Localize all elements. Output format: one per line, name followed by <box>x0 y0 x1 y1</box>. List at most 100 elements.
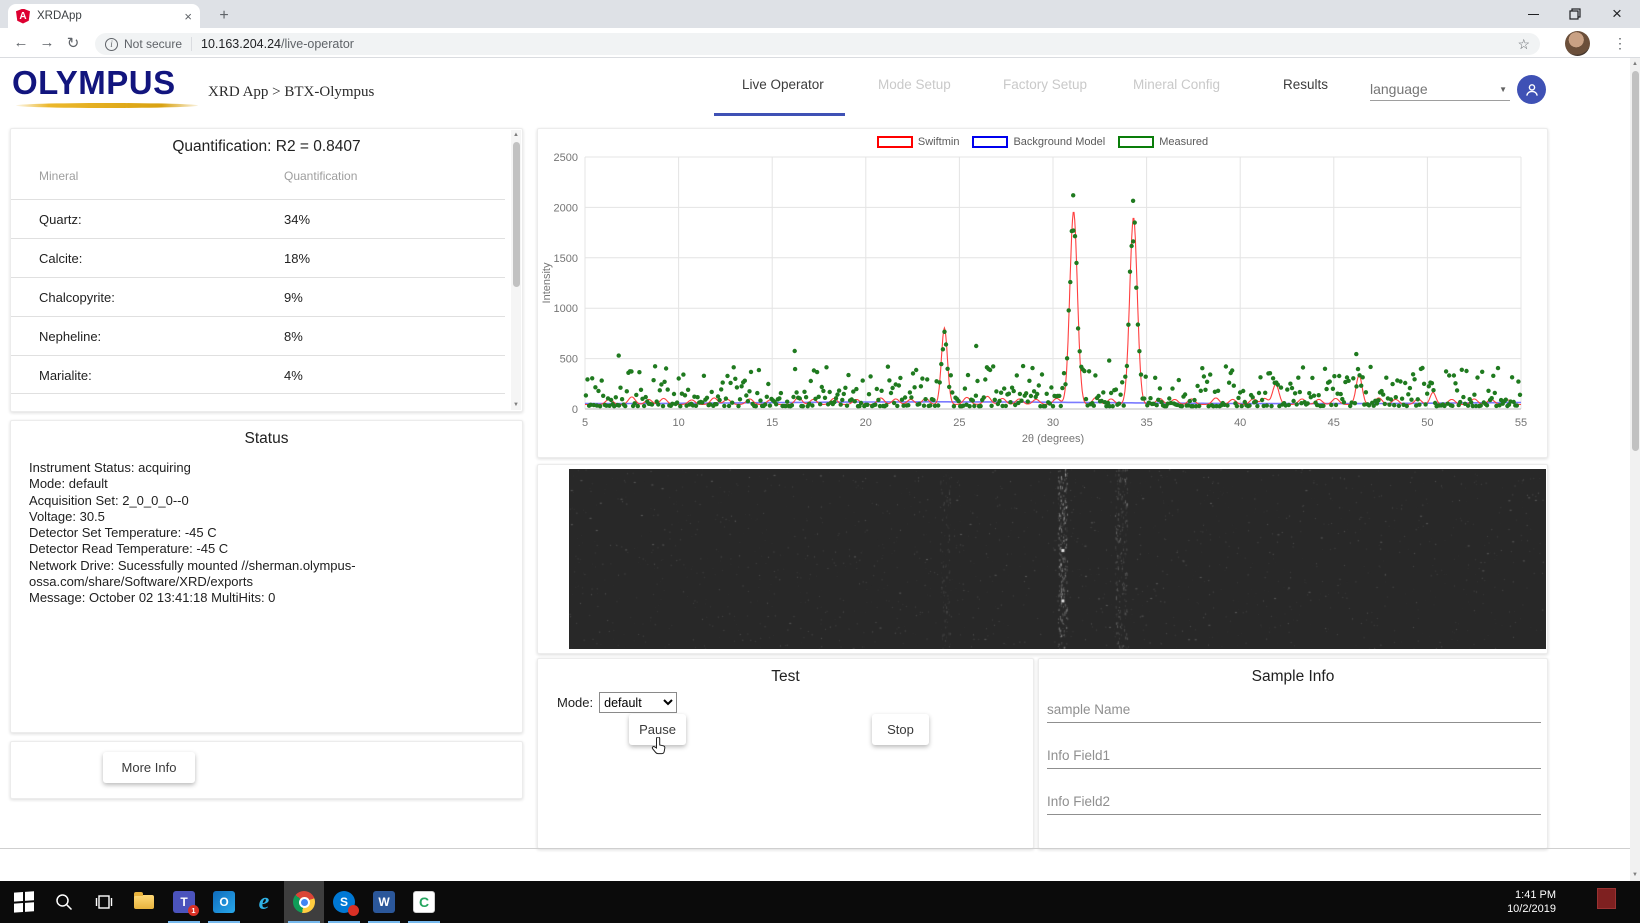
mineral-name: Marialite: <box>39 368 92 383</box>
tab-mineral-config[interactable]: Mineral Config <box>1133 77 1221 92</box>
detector-image <box>569 469 1546 649</box>
window-restore-button[interactable] <box>1568 7 1582 21</box>
table-row: Nepheline: 8% <box>11 316 505 355</box>
status-line: Mode: default <box>29 476 108 492</box>
scrollbar-thumb[interactable] <box>512 142 520 287</box>
mineral-name: Chalcopyrite: <box>39 290 115 305</box>
page-info-icon[interactable]: i <box>105 37 118 51</box>
clock-date: 10/2/2019 <box>1507 903 1556 915</box>
status-lines: Instrument Status: acquiring Mode: defau… <box>11 448 522 607</box>
window-close-button[interactable]: × <box>1612 4 1622 23</box>
measured-swatch <box>1118 136 1155 148</box>
new-tab-button[interactable]: + <box>219 7 229 24</box>
security-label[interactable]: Not secure <box>124 37 183 51</box>
quantification-panel: Quantification: R2 = 0.8407 Mineral Quan… <box>10 128 523 412</box>
user-account-button[interactable] <box>1517 75 1546 104</box>
outlook-button[interactable]: O <box>204 881 244 923</box>
url-path: /live-operator <box>280 37 354 51</box>
start-button[interactable] <box>4 881 44 923</box>
legend-label: Swiftmin <box>917 136 960 148</box>
mineral-value: 9% <box>284 290 303 305</box>
teams-button[interactable]: T 1 <box>164 881 204 923</box>
camtasia-button[interactable]: C <box>404 881 444 923</box>
sample-info-panel: Sample Info <box>1038 658 1548 849</box>
status-line: Voltage: 30.5 <box>29 508 105 524</box>
scroll-down-icon[interactable]: ▼ <box>513 402 519 408</box>
legend-item-swiftmin: Swiftmin <box>876 136 960 148</box>
mode-select[interactable]: default <box>599 692 678 713</box>
open-app-indicator <box>368 920 400 923</box>
taskbar-clock[interactable]: 1:41 PM 10/2/2019 <box>1507 888 1556 916</box>
tab-live-operator[interactable]: Live Operator <box>742 77 824 92</box>
mineral-value: 8% <box>284 329 303 344</box>
skype-button[interactable]: S <box>324 881 364 923</box>
xrd-chart: 5 10 15 20 25 30 35 40 45 50 55 0 500 1000 1500 2000 250… <box>541 152 1527 445</box>
sample-info-title: Sample Info <box>1251 668 1335 685</box>
scroll-up-icon[interactable]: ▲ <box>1632 61 1638 67</box>
scrollbar-thumb[interactable] <box>1631 71 1639 451</box>
quantification-scrollbar[interactable]: ▲ ▼ <box>511 130 521 410</box>
mineral-value: 4% <box>284 368 303 383</box>
reload-icon[interactable]: ↻ <box>66 34 80 52</box>
status-title: Status <box>244 430 289 447</box>
chevron-down-icon: ▼ <box>1499 84 1507 94</box>
open-app-indicator <box>288 920 320 923</box>
info-field1-input[interactable] <box>1047 743 1541 769</box>
open-app-indicator <box>168 920 200 923</box>
browser-profile-avatar[interactable] <box>1565 31 1590 56</box>
info-field2-input[interactable] <box>1047 789 1541 815</box>
back-icon[interactable]: ← <box>13 34 29 51</box>
mineral-name: Nepheline: <box>39 329 102 344</box>
bookmark-star-icon[interactable]: ☆ <box>1517 35 1530 52</box>
table-row: Quartz: 34% <box>11 199 505 238</box>
test-title: Test <box>771 668 800 685</box>
mineral-value: 18% <box>284 251 311 266</box>
svg-text:45: 45 <box>1328 417 1340 429</box>
tab-mode-setup[interactable]: Mode Setup <box>878 77 951 92</box>
url-bar[interactable]: i Not secure 10.163.204.24 /live-operato… <box>95 33 1540 55</box>
sample-name-input[interactable] <box>1047 697 1541 723</box>
status-line: ossa.com/share/Software/XRD/exports <box>29 574 253 590</box>
task-view-button[interactable] <box>84 881 124 923</box>
scroll-up-icon[interactable]: ▲ <box>513 132 519 138</box>
page-scrollbar[interactable]: ▲ ▼ <box>1630 58 1640 881</box>
chrome-button[interactable] <box>284 881 324 923</box>
status-line: Acquisition Set: 2_0_0_0--0 <box>29 492 189 508</box>
tab-results[interactable]: Results <box>1283 77 1329 92</box>
tab-close-icon[interactable]: × <box>184 8 192 24</box>
outlook-icon: O <box>213 891 235 913</box>
active-tab-indicator <box>714 113 845 116</box>
svg-text:10: 10 <box>672 417 684 429</box>
detector-image-panel <box>537 464 1548 654</box>
browser-tabstrip: A XRDApp × + × <box>0 0 1640 28</box>
tab-title: XRDApp <box>37 10 82 22</box>
svg-text:2θ (degrees): 2θ (degrees) <box>1022 433 1084 445</box>
browser-tab[interactable]: A XRDApp × <box>8 4 200 28</box>
svg-text:50: 50 <box>1421 417 1433 429</box>
word-button[interactable]: W <box>364 881 404 923</box>
status-line: Network Drive: Sucessfully mounted //she… <box>29 557 356 573</box>
tray-recorder-icon[interactable] <box>1597 888 1616 909</box>
internet-explorer-button[interactable]: e <box>244 881 284 923</box>
open-app-indicator <box>208 920 240 923</box>
forward-icon[interactable]: → <box>39 34 55 51</box>
svg-text:2000: 2000 <box>554 202 578 214</box>
more-info-button[interactable]: More Info <box>103 752 195 783</box>
language-select[interactable]: language ▼ <box>1370 78 1510 101</box>
swiftmin-swatch <box>876 136 913 148</box>
tab-factory-setup[interactable]: Factory Setup <box>1003 77 1088 92</box>
svg-text:15: 15 <box>766 417 778 429</box>
window-minimize-button[interactable] <box>1526 7 1540 21</box>
browser-menu-icon[interactable]: ⋮ <box>1613 35 1627 51</box>
file-explorer-button[interactable] <box>124 881 164 923</box>
windows-taskbar: T 1 O e S W C 1:41 PM 10/2/2019 <box>0 881 1640 923</box>
taskbar-search-button[interactable] <box>44 881 84 923</box>
skype-icon: S <box>333 891 359 916</box>
search-icon <box>56 894 73 911</box>
scroll-down-icon[interactable]: ▼ <box>1632 872 1638 878</box>
word-icon: W <box>373 891 395 913</box>
open-app-indicator <box>408 920 440 923</box>
url-divider <box>191 37 193 51</box>
svg-text:0: 0 <box>572 404 578 416</box>
stop-button[interactable]: Stop <box>872 714 929 745</box>
